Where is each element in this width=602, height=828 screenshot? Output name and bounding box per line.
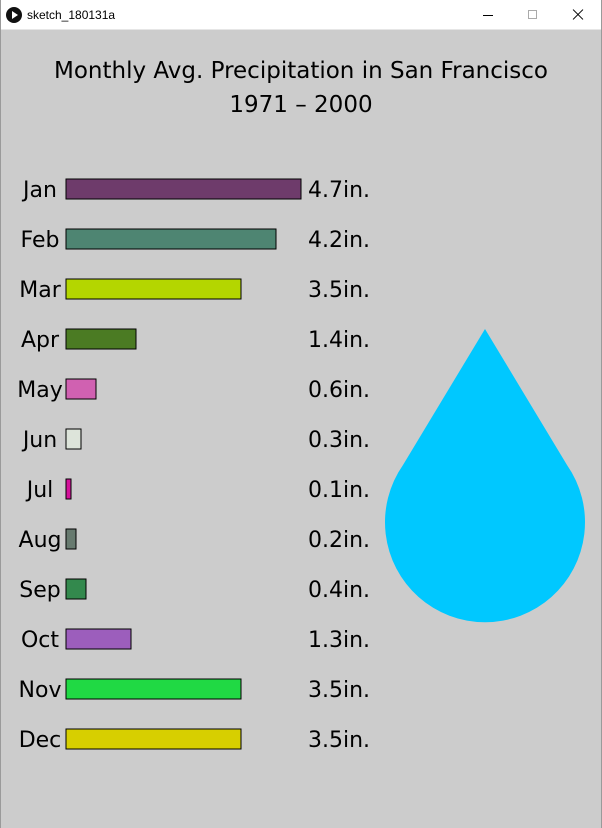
month-label-apr: Apr	[21, 328, 60, 353]
bar-dec	[65, 728, 242, 750]
close-button[interactable]	[555, 0, 601, 30]
raindrop-icon	[385, 329, 585, 623]
month-label-jul: Jul	[25, 478, 54, 503]
window-title: sketch_180131a	[27, 8, 116, 22]
month-label-mar: Mar	[19, 278, 61, 303]
value-label-jun: 0.3in.	[308, 428, 370, 453]
month-label-aug: Aug	[19, 528, 62, 553]
bar-nov	[65, 678, 242, 700]
value-label-feb: 4.2in.	[308, 228, 370, 253]
bar-mar	[65, 278, 242, 300]
bar-oct	[65, 628, 132, 650]
month-label-feb: Feb	[21, 228, 60, 253]
month-label-sep: Sep	[19, 578, 60, 603]
value-label-oct: 1.3in.	[308, 628, 370, 653]
bar-jun	[65, 428, 82, 450]
month-label-jun: Jun	[21, 428, 57, 453]
month-label-dec: Dec	[19, 728, 62, 753]
value-label-nov: 3.5in.	[308, 678, 370, 703]
value-label-apr: 1.4in.	[308, 328, 370, 353]
value-label-dec: 3.5in.	[308, 728, 370, 753]
maximize-button[interactable]	[510, 0, 556, 30]
value-label-jul: 0.1in.	[308, 478, 370, 503]
value-label-sep: 0.4in.	[308, 578, 370, 603]
bar-jul	[65, 478, 72, 500]
bar-aug	[65, 528, 77, 550]
bar-apr	[65, 328, 137, 350]
chart-title: Monthly Avg. Precipitation in San Franci…	[54, 58, 548, 84]
bar-feb	[65, 228, 277, 250]
value-label-may: 0.6in.	[308, 378, 370, 403]
bars-group: Jan 4.7in. Feb 4.2in. Mar 3.5in. Apr 1.4in. May 0…	[17, 178, 370, 753]
month-label-jan: Jan	[21, 178, 57, 203]
value-label-jan: 4.7in.	[308, 178, 370, 203]
value-label-mar: 3.5in.	[308, 278, 370, 303]
title-bar[interactable]: sketch_180131a	[1, 0, 601, 30]
month-label-oct: Oct	[21, 628, 59, 653]
month-label-may: May	[17, 378, 62, 403]
precipitation-chart: Monthly Avg. Precipitation in San Franci…	[17, 58, 585, 753]
month-label-nov: Nov	[19, 678, 62, 703]
processing-play-icon	[6, 7, 22, 23]
minimize-button[interactable]	[465, 0, 511, 30]
chart-subtitle: 1971 – 2000	[229, 92, 372, 118]
bar-may	[65, 378, 97, 400]
value-label-aug: 0.2in.	[308, 528, 370, 553]
bar-jan	[65, 178, 302, 200]
bar-sep	[65, 578, 87, 600]
